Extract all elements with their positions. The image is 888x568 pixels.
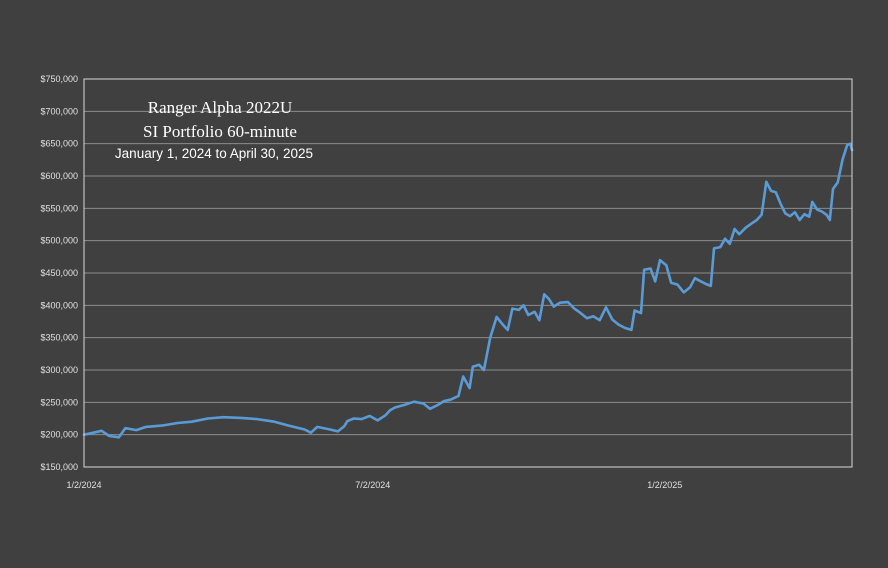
y-tick-label: $250,000 bbox=[40, 397, 78, 407]
x-axis-tick-labels: 1/2/2024 7/2/2024 1/2/2025 bbox=[66, 480, 682, 490]
chart-title: Ranger Alpha 2022U SI Portfolio 60-minut… bbox=[90, 96, 350, 164]
x-tick-label: 1/2/2024 bbox=[66, 480, 101, 490]
y-tick-label: $150,000 bbox=[40, 462, 78, 472]
x-tick-label: 7/2/2024 bbox=[355, 480, 390, 490]
y-tick-label: $650,000 bbox=[40, 139, 78, 149]
chart-title-line-1: Ranger Alpha 2022U bbox=[147, 98, 293, 117]
y-tick-label: $750,000 bbox=[40, 74, 78, 84]
y-axis-tick-labels: $150,000 $200,000 $250,000 $300,000 $350,000… bbox=[40, 74, 78, 472]
series-line bbox=[82, 142, 854, 439]
x-tick-label: 1/2/2025 bbox=[647, 480, 682, 490]
y-tick-label: $450,000 bbox=[40, 268, 78, 278]
gridlines bbox=[84, 110, 852, 436]
y-tick-label: $550,000 bbox=[40, 203, 78, 213]
y-tick-label: $200,000 bbox=[40, 430, 78, 440]
chart-subtitle: January 1, 2024 to April 30, 2025 bbox=[114, 146, 314, 161]
y-tick-label: $700,000 bbox=[40, 106, 78, 116]
y-tick-label: $500,000 bbox=[40, 236, 78, 246]
y-tick-label: $600,000 bbox=[40, 171, 78, 181]
y-tick-label: $300,000 bbox=[40, 365, 78, 375]
y-tick-label: $400,000 bbox=[40, 300, 78, 310]
chart-title-line-2: SI Portfolio 60-minute bbox=[143, 122, 297, 141]
y-tick-label: $350,000 bbox=[40, 333, 78, 343]
plot-area-border bbox=[83, 78, 853, 468]
